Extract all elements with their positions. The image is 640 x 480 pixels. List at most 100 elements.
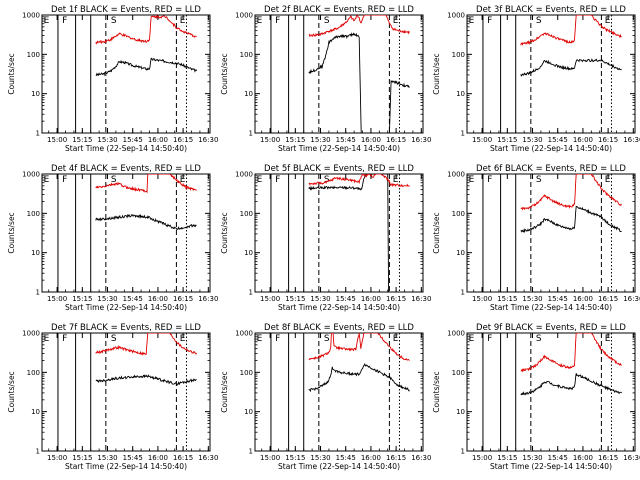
interval-marker-label: E (393, 16, 399, 26)
x-tick-label: 16:15 (598, 295, 618, 303)
lld-series-line (520, 333, 622, 373)
y-axis-label: Counts/sec (7, 212, 16, 253)
interval-marker-label: E (605, 16, 611, 26)
x-tick-label: 15:15 (285, 136, 305, 144)
x-tick-label: 16:30 (411, 295, 431, 303)
y-tick-label: 1000 (22, 171, 40, 179)
x-tick-label: 15:15 (72, 454, 92, 462)
panel-det-9f: Det 9f BLACK = Events, RED = LLD Counts/s… (432, 323, 640, 471)
plot-frame (41, 332, 211, 452)
interval-marker-label: E (180, 334, 186, 344)
x-axis-label: Start Time (22-Sep-14 14:50:40) (278, 303, 400, 312)
x-tick-label: 15:15 (285, 295, 305, 303)
y-tick-label: 1 (461, 289, 465, 297)
x-tick-label: 16:15 (173, 295, 193, 303)
x-tick-label: 16:00 (573, 295, 593, 303)
interval-marker-label: E (180, 175, 186, 185)
events-series-line (308, 174, 410, 292)
y-tick-label: 1 (249, 448, 253, 456)
x-tick-label: 15:45 (123, 295, 143, 303)
x-tick-label: 15:00 (47, 454, 67, 462)
x-tick-label: 15:30 (310, 295, 330, 303)
lld-series-line (95, 333, 197, 356)
x-tick-label: 16:00 (148, 295, 168, 303)
panel-det-4f: Det 4f BLACK = Events, RED = LLD Counts/s… (7, 164, 218, 312)
interval-marker-label: F (275, 334, 280, 344)
panel-det-2f: Det 2f BLACK = Events, RED = LLD Counts/s… (220, 5, 431, 153)
plot-frame (466, 173, 636, 293)
x-tick-label: 16:30 (198, 136, 218, 144)
x-tick-label: 15:45 (123, 454, 143, 462)
interval-marker-label: S (111, 16, 117, 26)
interval-marker-label: S (111, 175, 117, 185)
x-tick-label: 15:30 (97, 136, 117, 144)
panel-title: Det 2f BLACK = Events, RED = LLD (264, 5, 414, 15)
x-axis-label: Start Time (22-Sep-14 14:50:40) (490, 462, 612, 471)
interval-marker-label: E (44, 334, 50, 344)
interval-marker-label: F (487, 16, 492, 26)
x-tick-label: 16:15 (386, 454, 406, 462)
interval-marker-label: F (487, 175, 492, 185)
y-tick-label: 1 (461, 448, 465, 456)
y-axis-label: Counts/sec (432, 371, 441, 412)
x-tick-label: 15:00 (47, 136, 67, 144)
x-tick-label: 15:30 (97, 454, 117, 462)
lld-series-line (520, 174, 622, 211)
y-axis-label: Counts/sec (220, 212, 229, 253)
interval-marker-label: F (275, 175, 280, 185)
interval-marker-label: E (257, 175, 263, 185)
events-series-line (95, 374, 197, 386)
y-tick-label: 1 (461, 130, 465, 138)
x-tick-label: 15:45 (336, 454, 356, 462)
x-tick-label: 15:00 (472, 295, 492, 303)
x-tick-label: 16:15 (386, 295, 406, 303)
interval-marker-label: F (62, 334, 67, 344)
panel-det-1f: Det 1f BLACK = Events, RED = LLD Counts/s… (7, 5, 218, 153)
plot-frame (466, 14, 636, 134)
panel-det-7f: Det 7f BLACK = Events, RED = LLD Counts/s… (7, 323, 218, 471)
y-tick-label: 10 (456, 90, 465, 98)
interval-marker-label: E (605, 334, 611, 344)
x-tick-label: 16:30 (411, 136, 431, 144)
x-tick-label: 15:15 (72, 136, 92, 144)
interval-marker-label: S (111, 334, 117, 344)
x-tick-label: 16:00 (361, 454, 381, 462)
panel-det-6f: Det 6f BLACK = Events, RED = LLD Counts/s… (432, 164, 640, 312)
x-tick-label: 16:15 (173, 136, 193, 144)
interval-marker-label: F (62, 16, 67, 26)
x-tick-label: 16:30 (198, 295, 218, 303)
y-tick-label: 1 (36, 289, 40, 297)
x-tick-label: 15:30 (310, 136, 330, 144)
x-tick-label: 16:30 (411, 454, 431, 462)
lld-series-line (95, 15, 197, 45)
y-tick-label: 1000 (22, 330, 40, 338)
y-tick-label: 1000 (235, 330, 253, 338)
x-tick-label: 15:45 (548, 136, 568, 144)
x-axis-label: Start Time (22-Sep-14 14:50:40) (278, 144, 400, 153)
x-tick-label: 15:00 (260, 136, 280, 144)
y-tick-label: 100 (452, 369, 465, 377)
x-tick-label: 15:00 (47, 295, 67, 303)
x-tick-label: 16:15 (173, 454, 193, 462)
panel-title: Det 5f BLACK = Events, RED = LLD (264, 164, 414, 174)
x-tick-label: 15:30 (97, 295, 117, 303)
y-tick-label: 1000 (447, 12, 465, 20)
y-tick-label: 10 (31, 408, 40, 416)
lld-series-line (95, 174, 197, 194)
y-tick-label: 1000 (447, 330, 465, 338)
x-tick-label: 15:15 (285, 454, 305, 462)
x-tick-label: 16:30 (623, 295, 640, 303)
plot-frame (466, 332, 636, 452)
x-tick-label: 16:00 (148, 136, 168, 144)
y-axis-label: Counts/sec (432, 212, 441, 253)
panel-det-3f: Det 3f BLACK = Events, RED = LLD Counts/s… (432, 5, 640, 153)
x-tick-label: 16:15 (598, 454, 618, 462)
y-tick-label: 100 (240, 51, 253, 59)
events-series-line (95, 57, 198, 77)
interval-marker-label: S (536, 16, 542, 26)
x-tick-label: 15:45 (548, 454, 568, 462)
y-tick-label: 100 (452, 51, 465, 59)
y-tick-label: 100 (240, 210, 253, 218)
x-tick-label: 15:15 (497, 454, 517, 462)
y-tick-label: 1 (249, 130, 253, 138)
